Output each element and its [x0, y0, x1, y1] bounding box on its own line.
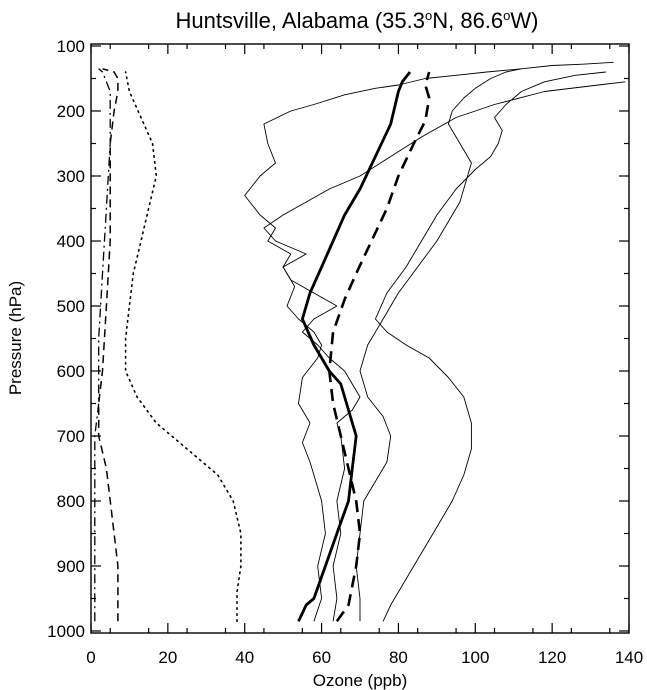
y-tick-label-600: 600 — [57, 362, 85, 381]
title-part-2: N, 86.6 — [432, 8, 503, 33]
y-tick-label-800: 800 — [57, 492, 85, 511]
series-line-1-solid-thick — [297, 71, 412, 622]
x-tick-label-20: 20 — [158, 648, 177, 667]
series-line-5-dashdot — [94, 68, 111, 622]
x-tick-label-0: 0 — [86, 648, 95, 667]
x-tick-label-80: 80 — [389, 648, 408, 667]
y-tick-label-500: 500 — [57, 297, 85, 316]
series-line-9-thin — [374, 71, 606, 622]
x-tick-label-60: 60 — [312, 648, 331, 667]
series-line-7-thin — [263, 81, 626, 622]
y-tick-label-400: 400 — [57, 232, 85, 251]
series-line-4-dashed-thin — [97, 68, 119, 622]
x-tick-label-40: 40 — [235, 648, 254, 667]
title-degree-1: o — [425, 8, 432, 23]
y-tick-label-1000: 1000 — [47, 622, 85, 641]
y-tick-label-300: 300 — [57, 167, 85, 186]
x-tick-label-100: 100 — [461, 648, 489, 667]
series-line-6-thin — [244, 61, 614, 622]
x-axis-title: Ozone (ppb) — [313, 671, 408, 690]
ticks-layer: 0 20 40 60 80 100 120 140 100 200 300 400 500 600 700 8… — [47, 37, 643, 667]
series-layer — [94, 61, 626, 623]
series-line-8-thin — [355, 68, 522, 622]
title-part-1: Huntsville, Alabama (35.3 — [176, 8, 425, 33]
x-tick-label-120: 120 — [538, 648, 566, 667]
x-tick-label-140: 140 — [615, 648, 643, 667]
title-degree-2: o — [503, 8, 510, 23]
series-line-3-dotted — [124, 71, 242, 623]
y-tick-label-900: 900 — [57, 557, 85, 576]
chart-title: Huntsville, Alabama (35.3oN, 86.6oW) — [176, 8, 539, 33]
y-tick-label-100: 100 — [57, 37, 85, 56]
title-part-3: W) — [510, 8, 538, 33]
series-line-2-dashed-thick — [327, 71, 431, 623]
y-axis-title: Pressure (hPa) — [6, 281, 25, 395]
y-tick-label-200: 200 — [57, 102, 85, 121]
y-tick-label-700: 700 — [57, 427, 85, 446]
